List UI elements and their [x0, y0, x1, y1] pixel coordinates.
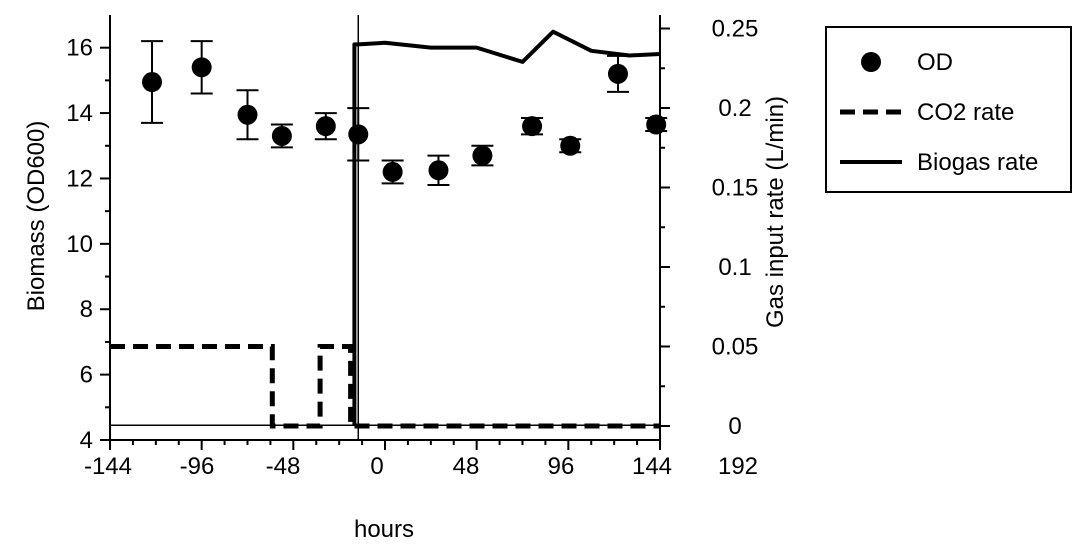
- x-tick-label: -144: [84, 453, 132, 480]
- x-tick-label: 0: [370, 453, 383, 480]
- co2-rate-line: [110, 344, 660, 429]
- x-tick-label: -96: [180, 453, 215, 480]
- y-left-tick-label: 16: [66, 35, 93, 62]
- y-right-tick-label: 0: [728, 413, 741, 440]
- biogas-rate-line: [352, 29, 661, 426]
- od-point-7: [428, 160, 449, 181]
- x-tick-label: -48: [266, 453, 301, 480]
- x-axis-title: hours: [354, 516, 414, 543]
- y-axis-right-title: Gas input rate (L/min): [762, 96, 789, 328]
- x-tick-label: 192: [718, 453, 758, 480]
- legend-biogas-label: Biogas rate: [917, 149, 1038, 176]
- od-point-3: [271, 125, 292, 146]
- legend-co2-label: CO2 rate: [917, 99, 1014, 126]
- y-left-tick-label: 8: [80, 296, 93, 323]
- y-right-tick-label: 0.2: [718, 95, 751, 122]
- plot-area: [110, 15, 660, 440]
- od-point-2: [237, 104, 258, 125]
- legend-od-label: OD: [917, 49, 953, 76]
- x-tick-label: 144: [632, 453, 672, 480]
- od-point-1: [191, 57, 212, 78]
- od-point-0: [142, 72, 163, 93]
- legend: OD CO2 rate Biogas rate: [825, 26, 1072, 193]
- od-point-11: [607, 63, 628, 84]
- y-left-tick-label: 10: [66, 231, 93, 258]
- od-point-8: [472, 145, 493, 166]
- y-left-tick-label: 6: [80, 362, 93, 389]
- x-tick-label: 48: [453, 453, 480, 480]
- y-axis-left-title: Biomass (OD600): [23, 121, 50, 312]
- y-left-tick-label: 12: [66, 165, 93, 192]
- legend-od-marker: [861, 52, 881, 72]
- od-point-6: [382, 161, 403, 182]
- od-point-5: [348, 124, 369, 145]
- od-point-9: [522, 116, 543, 137]
- x-tick-label: 96: [548, 453, 575, 480]
- y-right-tick-label: 0.15: [712, 175, 759, 202]
- axes-layer: -144 -96 -48 0 48 96 144 192 4 6 8 10 12 14 16 0 0.05 0.1…: [66, 15, 758, 480]
- y-left-tick-label: 14: [66, 100, 93, 127]
- od-point-10: [560, 135, 581, 156]
- y-right-tick-label: 0.05: [712, 334, 759, 361]
- od-point-4: [315, 116, 336, 137]
- y-left-tick-label: 4: [80, 427, 93, 454]
- y-right-tick-label: 0.25: [712, 16, 759, 43]
- y-right-tick-label: 0.1: [718, 254, 751, 281]
- series-layer: [110, 29, 668, 429]
- od-point-12: [646, 114, 667, 135]
